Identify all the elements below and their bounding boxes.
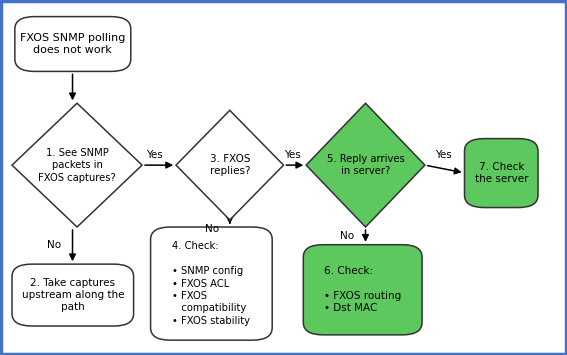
Text: 5. Reply arrives
in server?: 5. Reply arrives in server?	[327, 154, 404, 176]
Text: No: No	[205, 224, 219, 234]
Text: Yes: Yes	[284, 149, 301, 159]
FancyBboxPatch shape	[151, 227, 272, 340]
FancyBboxPatch shape	[303, 245, 422, 335]
Text: No: No	[340, 231, 354, 241]
FancyBboxPatch shape	[15, 17, 131, 71]
Polygon shape	[176, 110, 284, 220]
Text: 7. Check
the server: 7. Check the server	[475, 162, 528, 184]
Text: Yes: Yes	[146, 149, 163, 159]
Text: 4. Check:

• SNMP config
• FXOS ACL
• FXOS
   compatibility
• FXOS stability: 4. Check: • SNMP config • FXOS ACL • FXO…	[172, 241, 251, 326]
Text: FXOS SNMP polling
does not work: FXOS SNMP polling does not work	[20, 33, 125, 55]
Text: 6. Check:

• FXOS routing
• Dst MAC: 6. Check: • FXOS routing • Dst MAC	[324, 266, 401, 313]
FancyBboxPatch shape	[12, 264, 134, 326]
Text: No: No	[48, 240, 61, 250]
Text: 2. Take captures
upstream along the
path: 2. Take captures upstream along the path	[22, 278, 124, 312]
Polygon shape	[12, 103, 142, 227]
FancyBboxPatch shape	[464, 138, 538, 208]
Polygon shape	[306, 103, 425, 227]
Text: Yes: Yes	[435, 150, 451, 160]
Text: 1. See SNMP
packets in
FXOS captures?: 1. See SNMP packets in FXOS captures?	[38, 148, 116, 182]
Text: 3. FXOS
replies?: 3. FXOS replies?	[210, 154, 250, 176]
